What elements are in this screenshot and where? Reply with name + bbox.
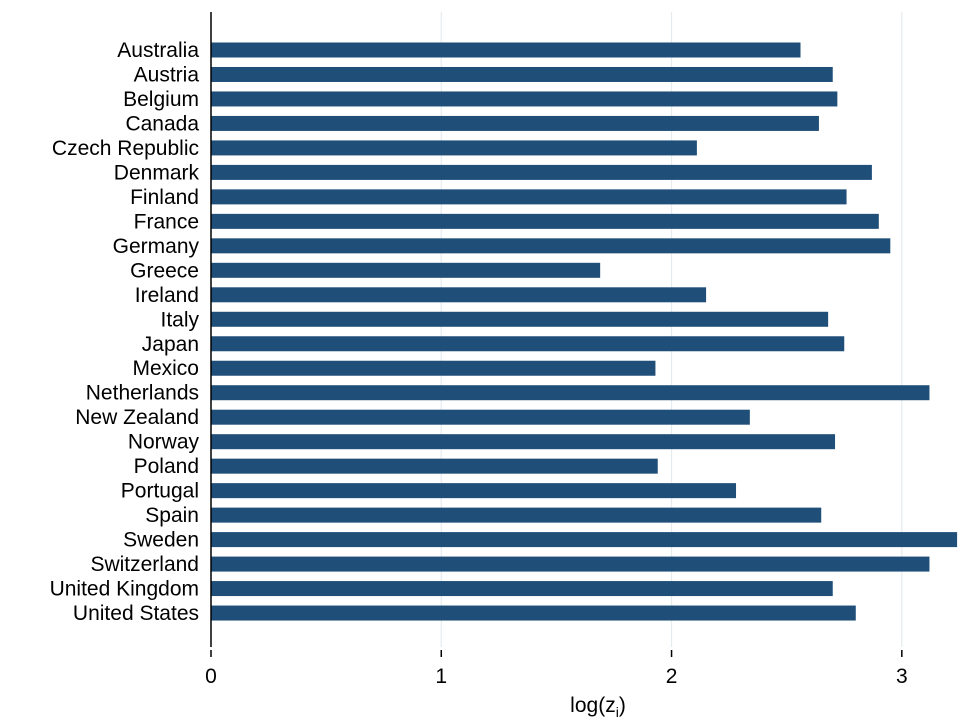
bar bbox=[211, 262, 601, 278]
x-tick-label: 1 bbox=[435, 665, 447, 688]
category-label: Norway bbox=[128, 431, 200, 454]
grid-lines bbox=[440, 12, 903, 647]
bar bbox=[211, 336, 845, 352]
category-label: Germany bbox=[113, 235, 200, 258]
bar bbox=[211, 581, 833, 597]
category-label: Japan bbox=[142, 333, 199, 356]
bar bbox=[211, 238, 891, 254]
x-axis-title-close: ) bbox=[619, 694, 626, 717]
bar bbox=[211, 189, 847, 205]
bars bbox=[211, 42, 958, 621]
bar bbox=[211, 409, 750, 425]
bar bbox=[211, 605, 856, 621]
category-label: Poland bbox=[134, 455, 199, 478]
x-axis: 0 1 2 3 bbox=[205, 650, 908, 688]
category-label: Italy bbox=[160, 308, 199, 331]
category-label: Netherlands bbox=[86, 382, 199, 405]
category-label: Sweden bbox=[123, 529, 199, 552]
category-label: France bbox=[134, 210, 199, 233]
category-label: Czech Republic bbox=[52, 137, 199, 160]
category-label: Denmark bbox=[114, 161, 200, 184]
category-label: United Kingdom bbox=[50, 578, 199, 601]
bar bbox=[211, 42, 801, 58]
bar bbox=[211, 483, 737, 499]
category-label: Canada bbox=[125, 112, 199, 135]
category-label: Finland bbox=[130, 186, 199, 209]
bar bbox=[211, 66, 833, 82]
category-label: Portugal bbox=[121, 480, 199, 503]
bar bbox=[211, 140, 697, 156]
category-label: Ireland bbox=[135, 284, 199, 307]
x-tick-label: 0 bbox=[205, 665, 217, 688]
bar bbox=[211, 311, 829, 327]
bar bbox=[211, 115, 819, 131]
x-tick-label: 3 bbox=[896, 665, 908, 688]
bar bbox=[211, 556, 930, 572]
bar bbox=[211, 164, 872, 180]
category-label: Belgium bbox=[123, 88, 199, 111]
bar bbox=[211, 360, 656, 376]
bar bbox=[211, 213, 879, 229]
category-label: Spain bbox=[145, 504, 199, 527]
category-label: Greece bbox=[130, 259, 199, 282]
bar bbox=[211, 287, 707, 303]
category-label: New Zealand bbox=[75, 406, 199, 429]
bar bbox=[211, 385, 930, 401]
bar bbox=[211, 458, 658, 474]
x-axis-title: log(zi) bbox=[570, 694, 626, 720]
x-tick-label: 2 bbox=[666, 665, 678, 688]
bar bbox=[211, 507, 822, 523]
bar bbox=[211, 434, 836, 450]
category-label: Australia bbox=[117, 39, 199, 62]
x-axis-title-main: log(z bbox=[570, 694, 616, 717]
category-label: United States bbox=[73, 602, 199, 625]
category-label: Austria bbox=[134, 63, 200, 86]
category-label: Switzerland bbox=[90, 553, 199, 576]
bar bbox=[211, 532, 958, 548]
category-label: Mexico bbox=[132, 357, 199, 380]
x-axis-title-subscript: i bbox=[616, 704, 619, 720]
bar bbox=[211, 91, 838, 107]
